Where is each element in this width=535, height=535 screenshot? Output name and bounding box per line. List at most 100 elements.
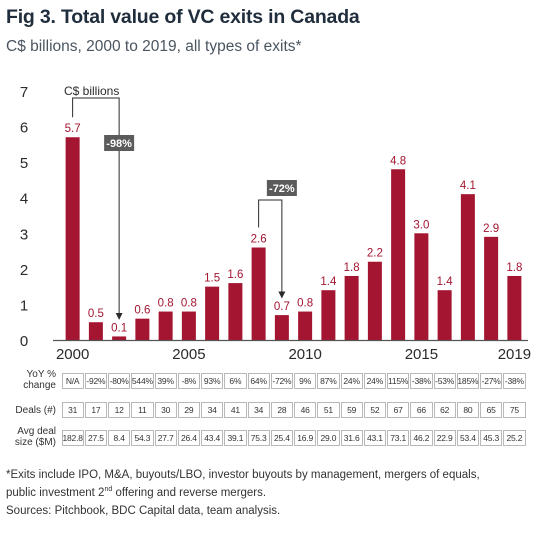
table-cell: 182.8	[61, 430, 84, 446]
table-cell: -80%	[108, 373, 131, 389]
table-cell: 39%	[154, 373, 177, 389]
table-row-label: Deals (#)	[0, 405, 56, 416]
bar	[344, 275, 359, 340]
table-cell: -72%	[270, 373, 293, 389]
table-cell: N/A	[61, 373, 84, 389]
table-cell: 25.2	[503, 430, 526, 446]
table-cell: 34	[201, 402, 224, 418]
table-row-label: Avg deal size ($M)	[0, 426, 56, 448]
bar	[507, 275, 522, 340]
annotation-box	[104, 135, 135, 151]
bar-chart: 0 1 2 3 4 5 6 7 C$ billions 5.7 0.5 0.1 0.6 0.8 0.8 1.5…	[20, 84, 531, 363]
footnote-superscript: nd	[104, 486, 113, 493]
bar	[460, 194, 475, 340]
table-cell: 26.4	[177, 430, 200, 446]
table-cell: 53.4	[456, 430, 479, 446]
bar-value-label: 1.5	[204, 273, 220, 285]
table-cell: -8%	[177, 373, 200, 389]
table-cell: 73.1	[387, 430, 410, 446]
x-tick-label: 2015	[405, 346, 438, 363]
table-cell: 66	[410, 402, 433, 418]
chart-subtitle: C$ billions, 2000 to 2019, all types of …	[6, 38, 302, 55]
table-cell: 52	[363, 402, 386, 418]
bar-value-label: 2.6	[251, 234, 267, 246]
table-cell: 16.9	[294, 430, 317, 446]
y-tick-label: 7	[20, 84, 28, 101]
table-cell: 87%	[317, 373, 340, 389]
bar	[298, 311, 313, 340]
bar-value-label: 2.2	[367, 248, 383, 260]
table-cell: 24%	[340, 373, 363, 389]
bar-value-label: 0.1	[111, 322, 127, 334]
table-cell: 22.9	[433, 430, 456, 446]
table-cell: 9%	[294, 373, 317, 389]
bar-value-label: 4.8	[390, 155, 406, 167]
table-cell: 29.0	[317, 430, 340, 446]
bar-value-label: 0.7	[274, 301, 290, 313]
bar-value-label: 0.5	[88, 308, 104, 320]
bar	[414, 233, 429, 340]
table-cell: 185%	[456, 373, 479, 389]
table-cell: 27.5	[84, 430, 107, 446]
x-tick-label: 2000	[56, 346, 89, 363]
table-cell: 75.3	[247, 430, 270, 446]
table-cell: 75	[503, 402, 526, 418]
bar	[135, 318, 150, 340]
bar-value-label: 2.9	[483, 223, 499, 235]
y-tick-label: 0	[20, 333, 28, 350]
table-cell: -92%	[84, 373, 107, 389]
bar	[181, 311, 196, 340]
bar	[205, 286, 220, 340]
table-cell: 67	[387, 402, 410, 418]
table-cell: 8.4	[108, 430, 131, 446]
table-cell: 31.6	[340, 430, 363, 446]
table-row-label: YoY % change	[0, 369, 56, 391]
table-cell: 25.4	[270, 430, 293, 446]
y-tick-label: 3	[20, 226, 28, 243]
bar	[158, 311, 173, 340]
table-cell: 34	[247, 402, 270, 418]
y-tick-label: 1	[20, 297, 28, 314]
bar	[251, 247, 266, 340]
table-cell: 28	[270, 402, 293, 418]
bar-value-label: 1.8	[506, 262, 522, 274]
chart-title: Fig 3. Total value of VC exits in Canada	[6, 6, 360, 28]
bar	[112, 336, 127, 340]
x-tick-label: 2010	[288, 346, 321, 363]
table-cell: 27.7	[154, 430, 177, 446]
table-cell: 17	[84, 402, 107, 418]
table-cell: 65	[480, 402, 503, 418]
annotation-connector	[258, 199, 286, 299]
bar-value-label: 1.6	[227, 269, 243, 281]
table-cell: -38%	[410, 373, 433, 389]
bar	[321, 290, 336, 340]
table-cell: 29	[177, 402, 200, 418]
table-cell: 11	[131, 402, 154, 418]
y-tick-label: 5	[20, 155, 28, 172]
bar-value-label: 1.8	[344, 262, 360, 274]
x-tick-label: 2005	[172, 346, 205, 363]
bar-value-label: 4.1	[460, 180, 476, 192]
table-cell: 43.4	[201, 430, 224, 446]
bar-value-label: 0.8	[158, 298, 174, 310]
bar	[391, 169, 406, 340]
table-cell: -27%	[480, 373, 503, 389]
table-cell: -53%	[433, 373, 456, 389]
table-cell: 41	[224, 402, 247, 418]
table-cell: 115%	[387, 373, 410, 389]
bar-value-label: 1.4	[437, 276, 454, 288]
table-cell: 6%	[224, 373, 247, 389]
bar	[88, 322, 103, 340]
table-cell: 80	[456, 402, 479, 418]
y-axis-label: C$ billions	[64, 84, 119, 98]
annotation-box	[266, 180, 297, 196]
bar	[228, 283, 243, 340]
table-row-label-line: size ($M)	[14, 437, 56, 448]
table-cell: 544%	[131, 373, 154, 389]
table-cell: 59	[340, 402, 363, 418]
bar	[367, 261, 382, 340]
y-tick-label: 4	[20, 191, 28, 208]
table-cell: 45.3	[480, 430, 503, 446]
bar	[65, 137, 80, 340]
sources-note: Sources: Pitchbook, BDC Capital data, te…	[6, 505, 281, 517]
